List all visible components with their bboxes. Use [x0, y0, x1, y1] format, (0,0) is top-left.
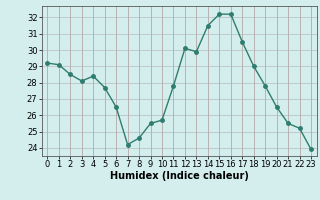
X-axis label: Humidex (Indice chaleur): Humidex (Indice chaleur) [110, 171, 249, 181]
